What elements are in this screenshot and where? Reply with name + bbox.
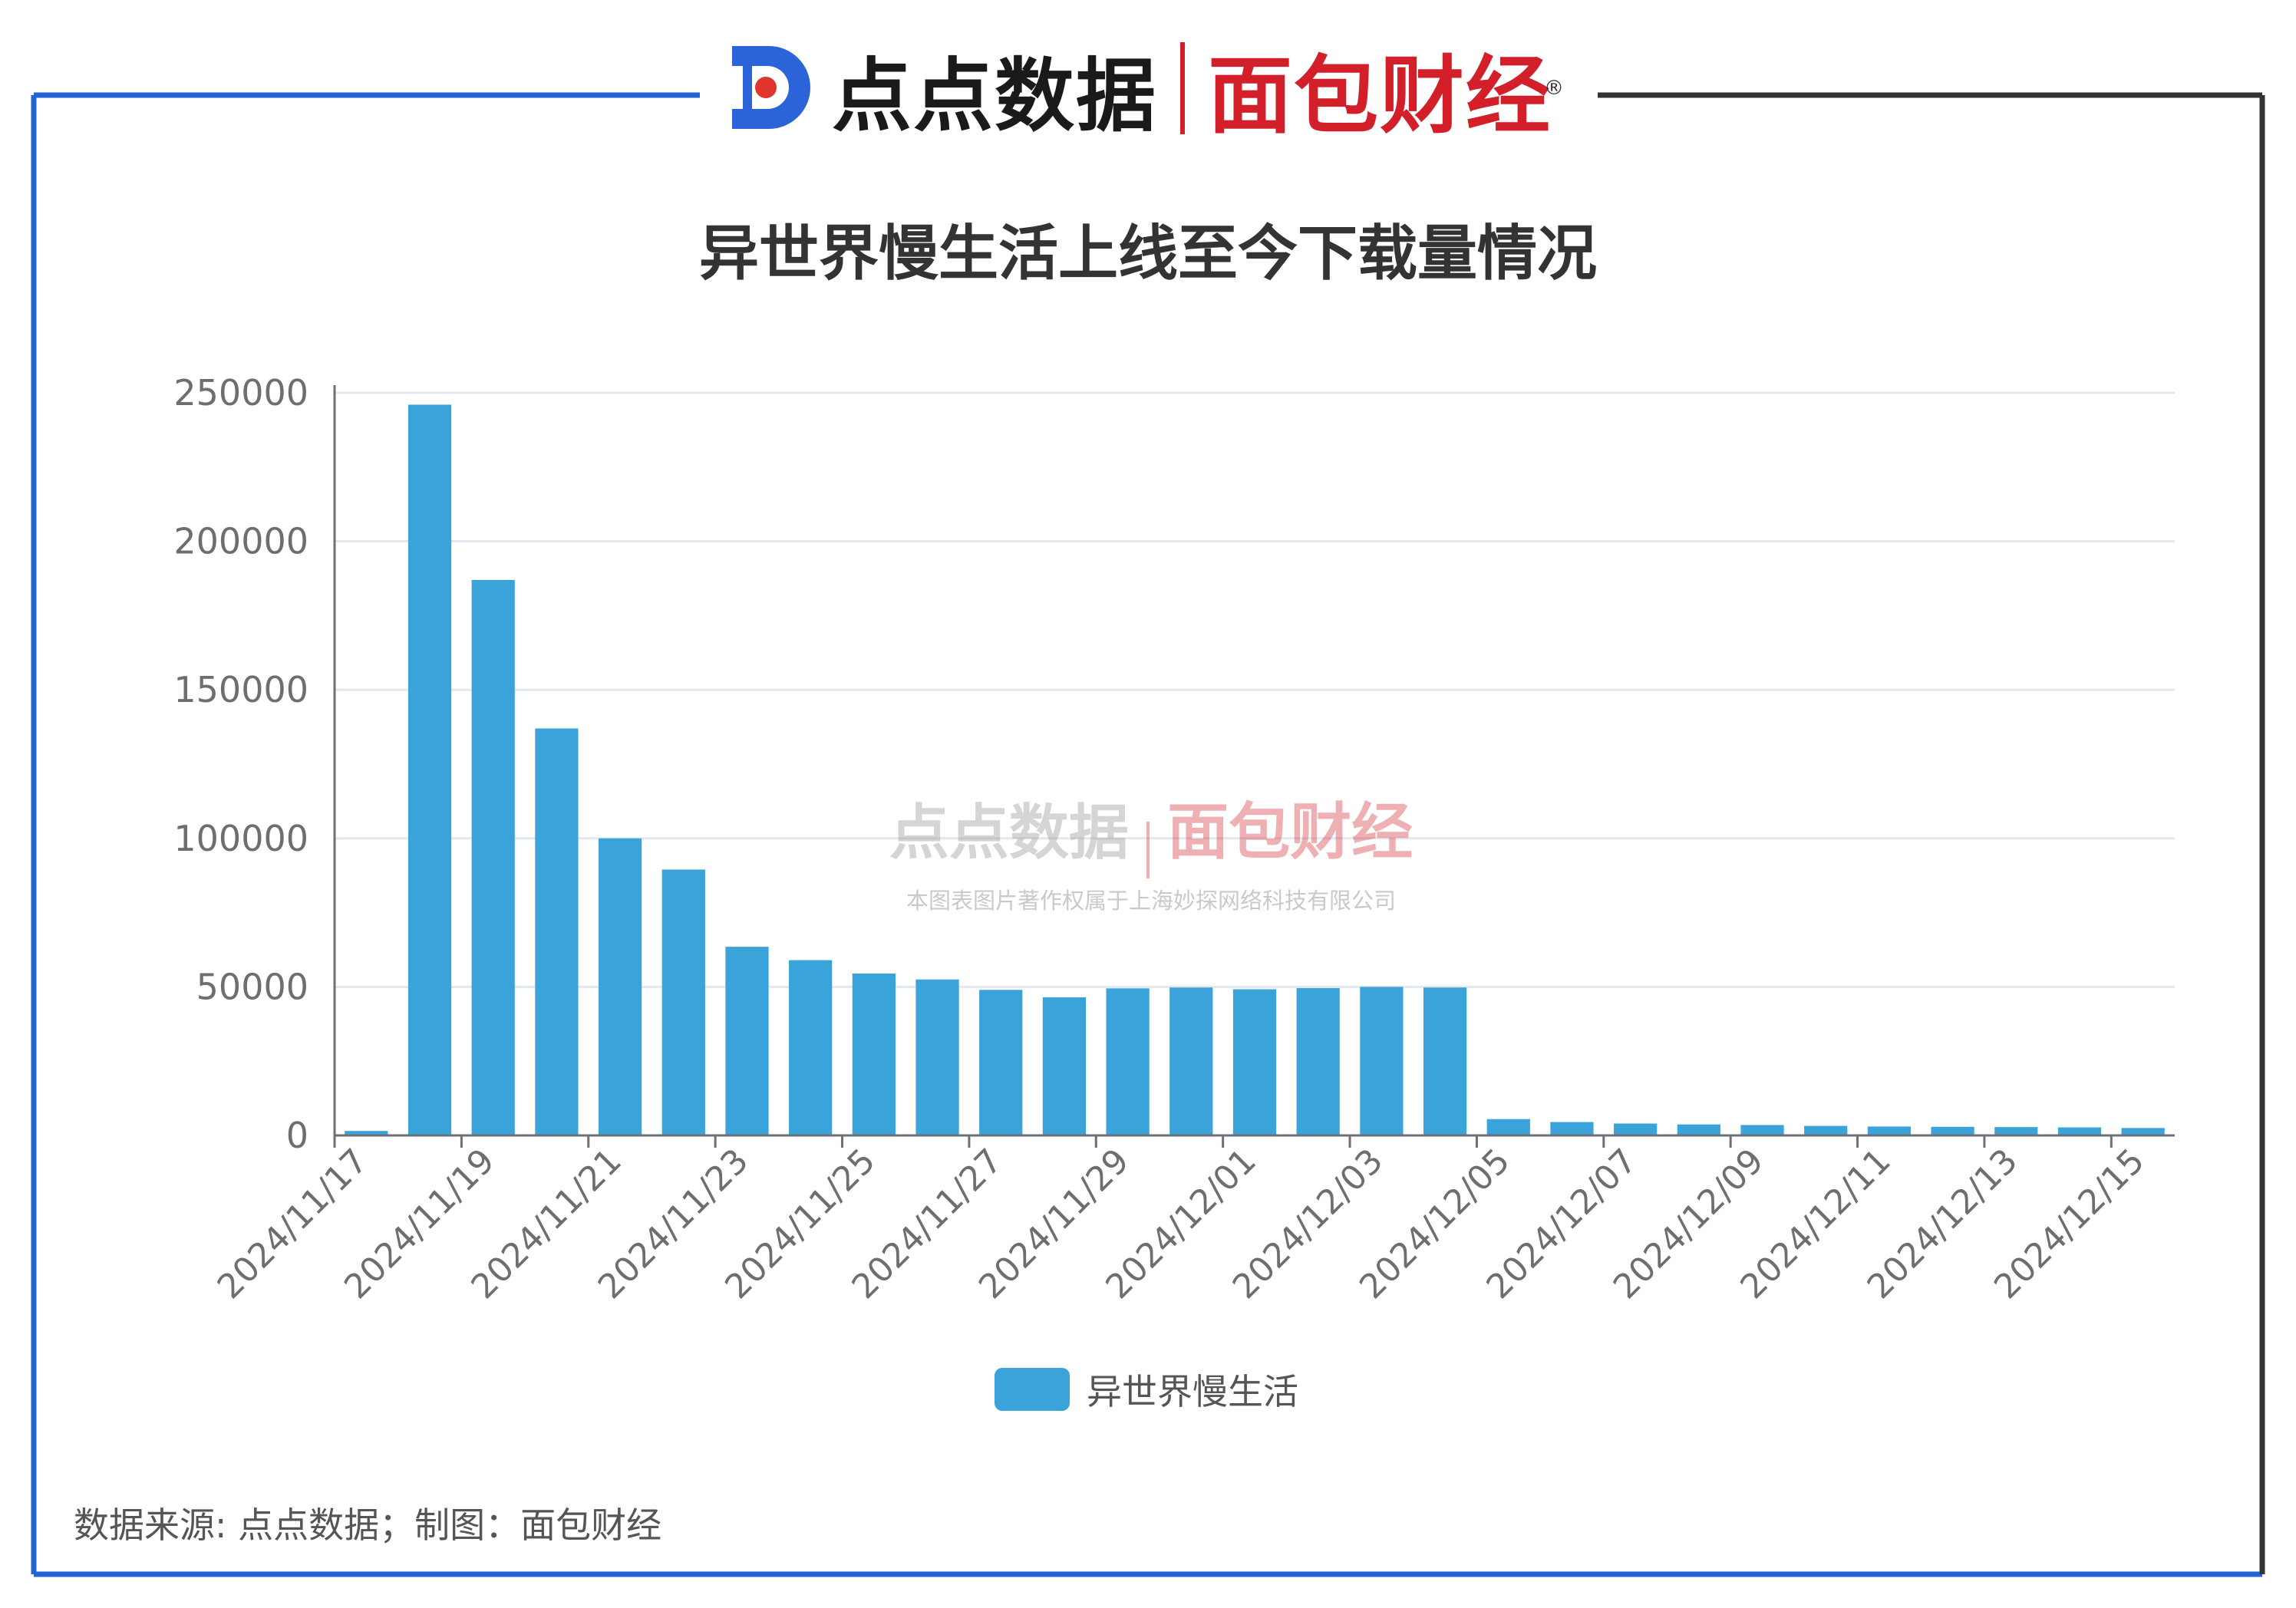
source-note: 数据来源: 点点数据；制图：面包财经	[74, 1504, 662, 1546]
bar[interactable]	[2121, 1128, 2165, 1135]
bar[interactable]	[1169, 987, 1213, 1135]
bar[interactable]	[725, 947, 769, 1135]
watermark-brand: 点点数据	[889, 799, 1129, 868]
bar[interactable]	[1486, 1119, 1530, 1135]
y-tick-label: 200000	[173, 521, 308, 562]
bar[interactable]	[1614, 1123, 1658, 1135]
dian-dian-logo-icon	[732, 46, 810, 129]
bar[interactable]	[1677, 1124, 1720, 1135]
bar[interactable]	[1423, 987, 1467, 1135]
legend-label: 异世界慢生活	[1087, 1371, 1298, 1412]
chart-title: 异世界慢生活上线至今下载量情况	[698, 219, 1597, 288]
bar[interactable]	[1232, 989, 1277, 1135]
bar[interactable]	[661, 869, 705, 1135]
header-brand: 点点数据 面包财经 ®	[721, 31, 1564, 146]
y-tick-label: 50000	[196, 966, 308, 1007]
bar[interactable]	[1550, 1122, 1594, 1135]
bar[interactable]	[1042, 997, 1087, 1135]
y-tick-label: 100000	[173, 818, 308, 859]
partner-name: 面包财经	[1208, 47, 1552, 145]
legend[interactable]: 异世界慢生活	[995, 1363, 1298, 1416]
watermark: 点点数据 面包财经 本图表图片著作权属于上海妙探网络科技有限公司	[829, 783, 1473, 915]
bar[interactable]	[598, 838, 642, 1135]
watermark-partner: 面包财经	[1167, 796, 1414, 868]
bar[interactable]	[789, 960, 833, 1135]
bar[interactable]	[1360, 987, 1404, 1135]
axes	[333, 385, 2175, 1148]
bar[interactable]	[1740, 1125, 1784, 1135]
bar[interactable]	[407, 404, 452, 1135]
bar[interactable]	[1804, 1125, 1848, 1135]
bar[interactable]	[2057, 1127, 2102, 1135]
bar[interactable]	[1994, 1127, 2038, 1135]
watermark-notice: 本图表图片著作权属于上海妙探网络科技有限公司	[906, 887, 1396, 914]
bars	[345, 404, 2165, 1135]
watermark-separator	[1146, 821, 1150, 878]
brand-separator	[1180, 42, 1186, 134]
bar[interactable]	[1296, 987, 1340, 1135]
bar[interactable]	[979, 990, 1023, 1135]
brand-name: 点点数据	[832, 48, 1158, 143]
registered-mark: ®	[1544, 77, 1565, 100]
bar[interactable]	[1106, 988, 1150, 1135]
y-tick-label: 0	[286, 1115, 308, 1156]
legend-swatch	[995, 1368, 1070, 1411]
bar[interactable]	[915, 979, 959, 1135]
bar[interactable]	[471, 579, 515, 1135]
y-tick-label: 150000	[173, 669, 308, 710]
x-tick-labels: 2024/11/172024/11/192024/11/212024/11/23…	[210, 1142, 2152, 1306]
y-tick-label: 250000	[173, 372, 308, 414]
bar[interactable]	[1867, 1126, 1912, 1135]
bar[interactable]	[535, 728, 579, 1135]
bar[interactable]	[1931, 1126, 1974, 1135]
bar[interactable]	[345, 1131, 388, 1135]
y-tick-labels: 0 50000 100000 150000 200000 250000	[173, 372, 308, 1156]
bar[interactable]	[852, 973, 896, 1135]
